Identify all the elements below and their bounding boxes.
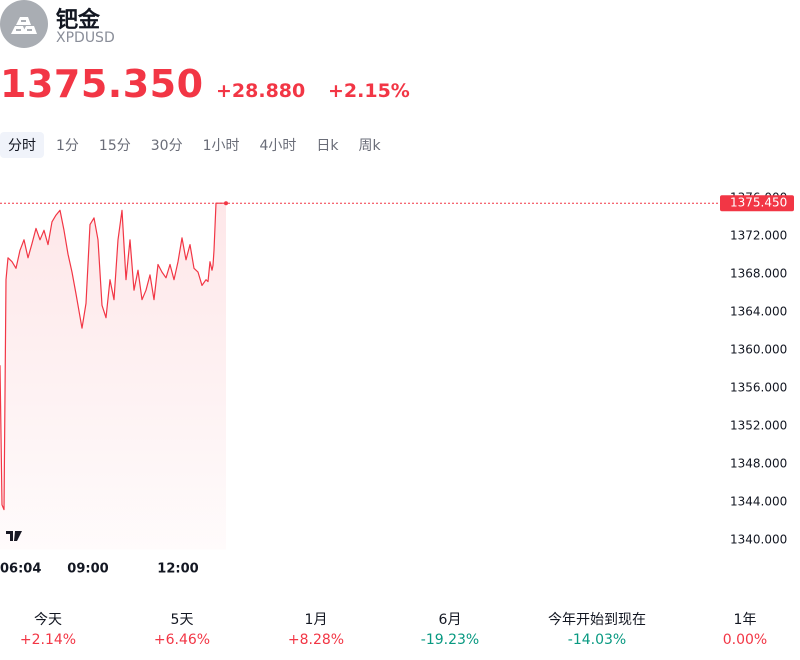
performance-period: 今天 [34, 612, 62, 628]
x-tick-label: 12:00 [157, 562, 198, 577]
performance-value: -19.23% [421, 632, 479, 648]
x-tick-label: 06:04 [0, 562, 41, 577]
performance-period: 5天 [171, 612, 194, 628]
y-tick-label: 1368.000 [730, 267, 787, 281]
performance-value: +6.46% [154, 632, 210, 648]
price-change-percent: +2.15% [328, 80, 410, 102]
performance-period: 1月 [305, 612, 328, 628]
performance-period: 今年开始到现在 [548, 612, 646, 628]
current-price-box [720, 195, 794, 212]
x-tick-label: 09:00 [67, 562, 108, 577]
performance-period: 1年 [734, 612, 757, 628]
y-tick-label: 1376.000 [730, 191, 787, 205]
y-tick-label: 1344.000 [730, 495, 787, 509]
price: 1375.350 [0, 62, 204, 106]
y-tick-label: 1372.000 [730, 229, 787, 243]
symbol-code: XPDUSD [56, 30, 115, 46]
y-tick-label: 1348.000 [730, 457, 787, 471]
y-tick-label: 1360.000 [730, 343, 787, 357]
interval-tab[interactable]: 分时 [0, 132, 44, 158]
tradingview-logo [2, 524, 26, 548]
y-tick-label: 1356.000 [730, 381, 787, 395]
performance-period: 6月 [439, 612, 462, 628]
interval-tab[interactable]: 周k [358, 138, 381, 154]
last-point [224, 201, 228, 206]
y-tick-label: 1364.000 [730, 305, 787, 319]
interval-tab[interactable]: 1小时 [202, 138, 240, 154]
interval-tab[interactable]: 15分 [98, 138, 131, 154]
performance-value: 0.00% [723, 632, 767, 648]
y-tick-label: 1352.000 [730, 419, 787, 433]
y-tick-label: 1340.000 [730, 533, 787, 547]
price-change: +28.880 [216, 80, 306, 102]
interval-tabs: 分时 1分 15分 30分 1小时 4小时 日k 周k [0, 132, 389, 158]
performance-value: +2.14% [20, 632, 76, 648]
interval-tab[interactable]: 日k [316, 138, 339, 154]
performance-value: +8.28% [288, 632, 344, 648]
interval-tab[interactable]: 30分 [150, 138, 183, 154]
interval-tab[interactable]: 4小时 [259, 138, 297, 154]
symbol-name: 钯金 [56, 8, 101, 33]
interval-tab[interactable]: 1分 [56, 138, 79, 154]
performance-value: -14.03% [568, 632, 626, 648]
price-line [0, 202, 226, 511]
symbol-icon [0, 0, 48, 48]
line-area [0, 203, 226, 550]
current-price-label: 1375.450 [730, 196, 787, 210]
